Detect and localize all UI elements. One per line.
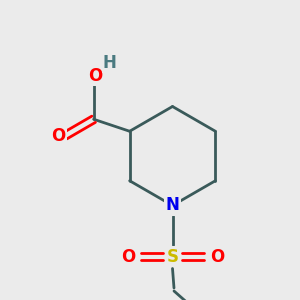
Text: S: S	[167, 248, 178, 266]
Text: O: O	[210, 248, 224, 266]
Text: H: H	[103, 54, 117, 72]
Text: N: N	[166, 196, 179, 214]
Text: O: O	[121, 248, 135, 266]
Text: O: O	[51, 127, 66, 145]
Text: O: O	[88, 67, 102, 85]
